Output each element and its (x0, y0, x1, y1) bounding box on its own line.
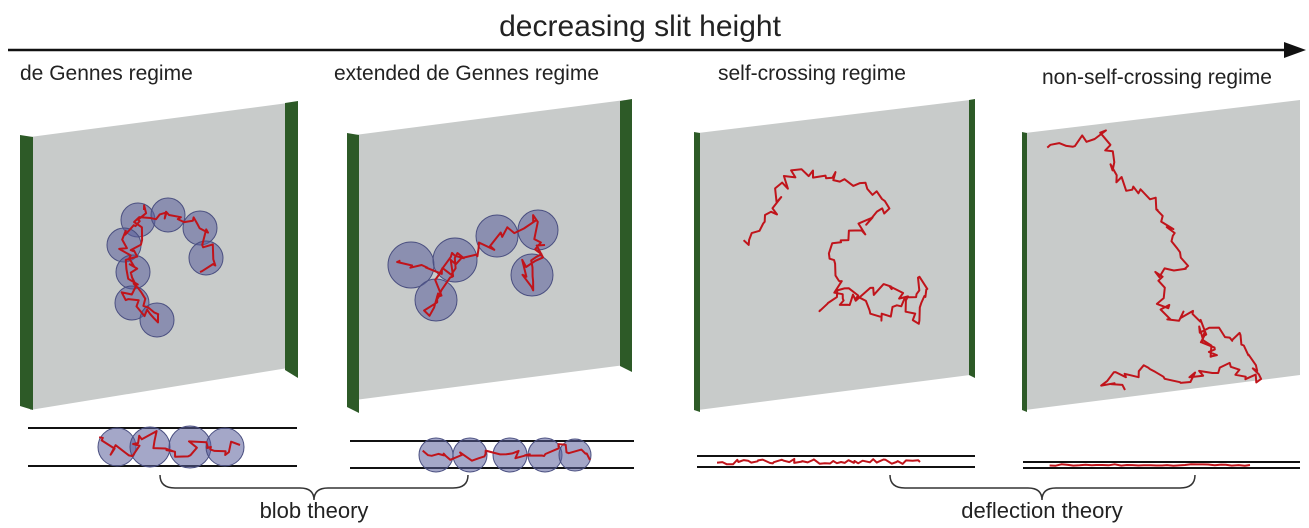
blob (452, 437, 488, 473)
slit-wall (30, 103, 288, 410)
brace (159, 474, 469, 501)
panel-label: non-self-crossing regime (1042, 66, 1272, 89)
blob (129, 426, 171, 468)
blob (205, 427, 245, 467)
polymer-chain (118, 204, 217, 324)
wall-edge (969, 99, 975, 378)
polymer-chain (1046, 129, 1263, 391)
wall-edge (20, 135, 33, 410)
panel-label: self-crossing regime (718, 62, 906, 85)
blob (188, 240, 224, 276)
polymer-chain (422, 443, 591, 462)
blob (492, 437, 528, 473)
wall-edge (694, 132, 700, 412)
brace (889, 474, 1196, 501)
wall-edge (347, 133, 359, 413)
blob (558, 438, 592, 472)
polymer-chain (742, 168, 929, 325)
header-title: decreasing slit height (499, 10, 782, 43)
group-label: blob theory (260, 498, 369, 523)
group-label: deflection theory (961, 498, 1122, 523)
arrow-head (1284, 42, 1306, 58)
polymer-chain (98, 430, 241, 458)
polymer-chain (396, 214, 546, 317)
panel-label: de Gennes regime (20, 62, 193, 85)
decorations (97, 129, 1263, 473)
slit-wall (698, 100, 970, 410)
slit-wall (1025, 100, 1300, 410)
blob (168, 425, 212, 469)
wall-edge (1022, 132, 1027, 412)
panel-label: extended de Gennes regime (334, 62, 599, 85)
polymer-chain (1049, 463, 1251, 467)
wall-edge (285, 101, 298, 378)
polymer-chain (716, 457, 921, 466)
wall-edge (620, 99, 632, 372)
blob (517, 209, 559, 251)
